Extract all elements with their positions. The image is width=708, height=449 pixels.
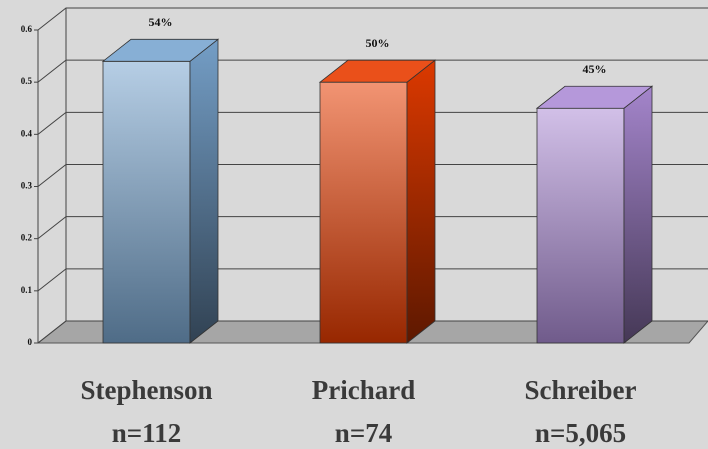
value-label: 50% [366, 36, 390, 50]
y-tick-label: 0.6 [21, 24, 33, 34]
sample-size-label: n=112 [112, 418, 181, 448]
bar-side [189, 38, 219, 344]
value-label: 45% [583, 62, 607, 76]
y-tick-label: 0.5 [21, 76, 33, 86]
x-tick-label: Stephenson [80, 375, 212, 405]
y-tick-label: 0.3 [21, 181, 33, 191]
bar-top [101, 38, 220, 62]
sample-size-label: n=74 [335, 418, 392, 448]
grid-line [37, 216, 708, 240]
y-tick-label: 0.1 [21, 285, 33, 295]
bar [102, 60, 191, 344]
bar-group [101, 38, 220, 344]
grid-line [37, 59, 708, 83]
bar [319, 81, 408, 344]
bar-group [535, 85, 654, 344]
grid-line [37, 111, 708, 135]
grid-line [37, 7, 708, 31]
x-tick-label: Schreiber [525, 375, 637, 405]
value-label: 54% [149, 15, 173, 29]
grid-line [37, 320, 708, 344]
grid-line [37, 164, 708, 187]
bar-top [318, 59, 437, 83]
y-tick-label: 0.4 [21, 128, 33, 138]
bar-group [318, 59, 437, 344]
y-tick-label: 0 [28, 337, 33, 347]
bar [536, 107, 625, 344]
y-tick-label: 0.2 [21, 233, 33, 243]
bar-side [406, 59, 436, 344]
grid-line [37, 268, 708, 292]
bar-side [623, 85, 653, 344]
bar-top [535, 85, 654, 109]
x-tick-label: Prichard [312, 375, 415, 405]
sample-size-label: n=5,065 [535, 418, 626, 448]
